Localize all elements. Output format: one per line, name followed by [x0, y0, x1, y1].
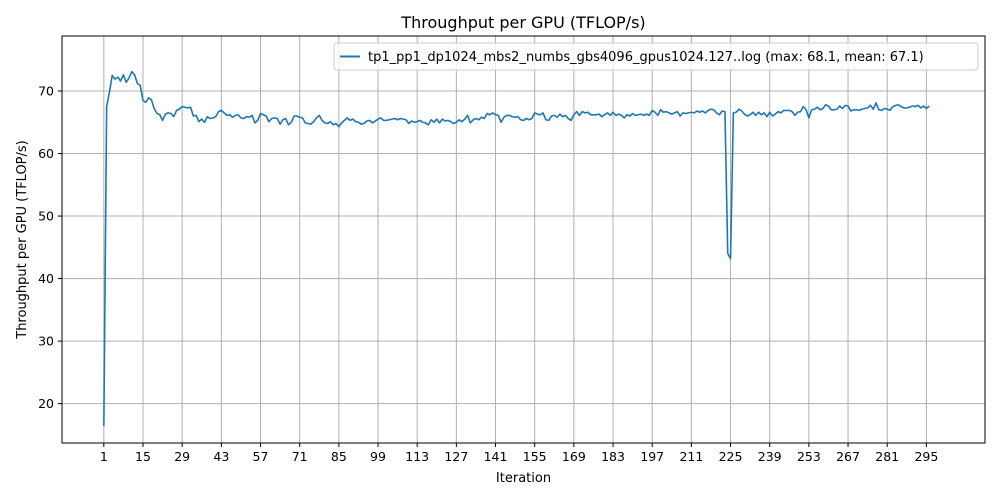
y-tick-label: 60 — [38, 146, 54, 161]
x-tick-label: 169 — [562, 449, 586, 464]
y-tick-label: 40 — [38, 271, 54, 286]
series-layer — [103, 70, 930, 427]
x-tick-label: 211 — [679, 449, 703, 464]
y-tick-label: 50 — [38, 209, 54, 224]
x-tick-label: 127 — [444, 449, 468, 464]
y-axis-ticks: 20 30 40 50 60 70 — [38, 84, 62, 411]
x-tick-label: 57 — [253, 449, 269, 464]
legend: tp1_pp1_dp1024_mbs2_numbs_gbs4096_gpus10… — [333, 42, 979, 71]
x-tick-label: 253 — [797, 449, 821, 464]
plot-frame — [61, 35, 986, 444]
x-tick-label: 197 — [640, 449, 664, 464]
x-tick-label: 295 — [914, 449, 938, 464]
legend-box — [333, 42, 979, 71]
y-tick-label: 70 — [38, 84, 54, 99]
y-tick-label: 20 — [38, 396, 54, 411]
x-tick-label: 43 — [213, 449, 229, 464]
x-axis-ticks: 1 15 29 43 57 71 85 99 113 127 141 155 169 183 197 211 2… — [100, 443, 938, 464]
y-axis-label: Throughput per GPU (TFLOP/s) — [15, 140, 30, 340]
x-tick-label: 15 — [135, 449, 151, 464]
y-tick-label: 30 — [38, 334, 54, 349]
series-line — [103, 70, 930, 427]
x-tick-label: 85 — [331, 449, 347, 464]
x-axis-label: Iteration — [496, 471, 551, 486]
x-tick-label: 29 — [174, 449, 190, 464]
x-tick-label: 239 — [758, 449, 782, 464]
x-tick-label: 99 — [370, 449, 386, 464]
x-tick-label: 281 — [875, 449, 899, 464]
x-tick-label: 141 — [484, 449, 508, 464]
x-tick-label: 155 — [523, 449, 547, 464]
x-tick-label: 267 — [836, 449, 860, 464]
x-tick-label: 71 — [292, 449, 308, 464]
chart-title: Throughput per GPU (TFLOP/s) — [400, 13, 645, 32]
x-tick-label: 183 — [601, 449, 625, 464]
legend-entry-label: tp1_pp1_dp1024_mbs2_numbs_gbs4096_gpus10… — [368, 50, 924, 65]
x-tick-label: 113 — [405, 449, 429, 464]
grid — [62, 36, 985, 443]
x-tick-label: 225 — [719, 449, 743, 464]
x-tick-label: 1 — [100, 449, 108, 464]
